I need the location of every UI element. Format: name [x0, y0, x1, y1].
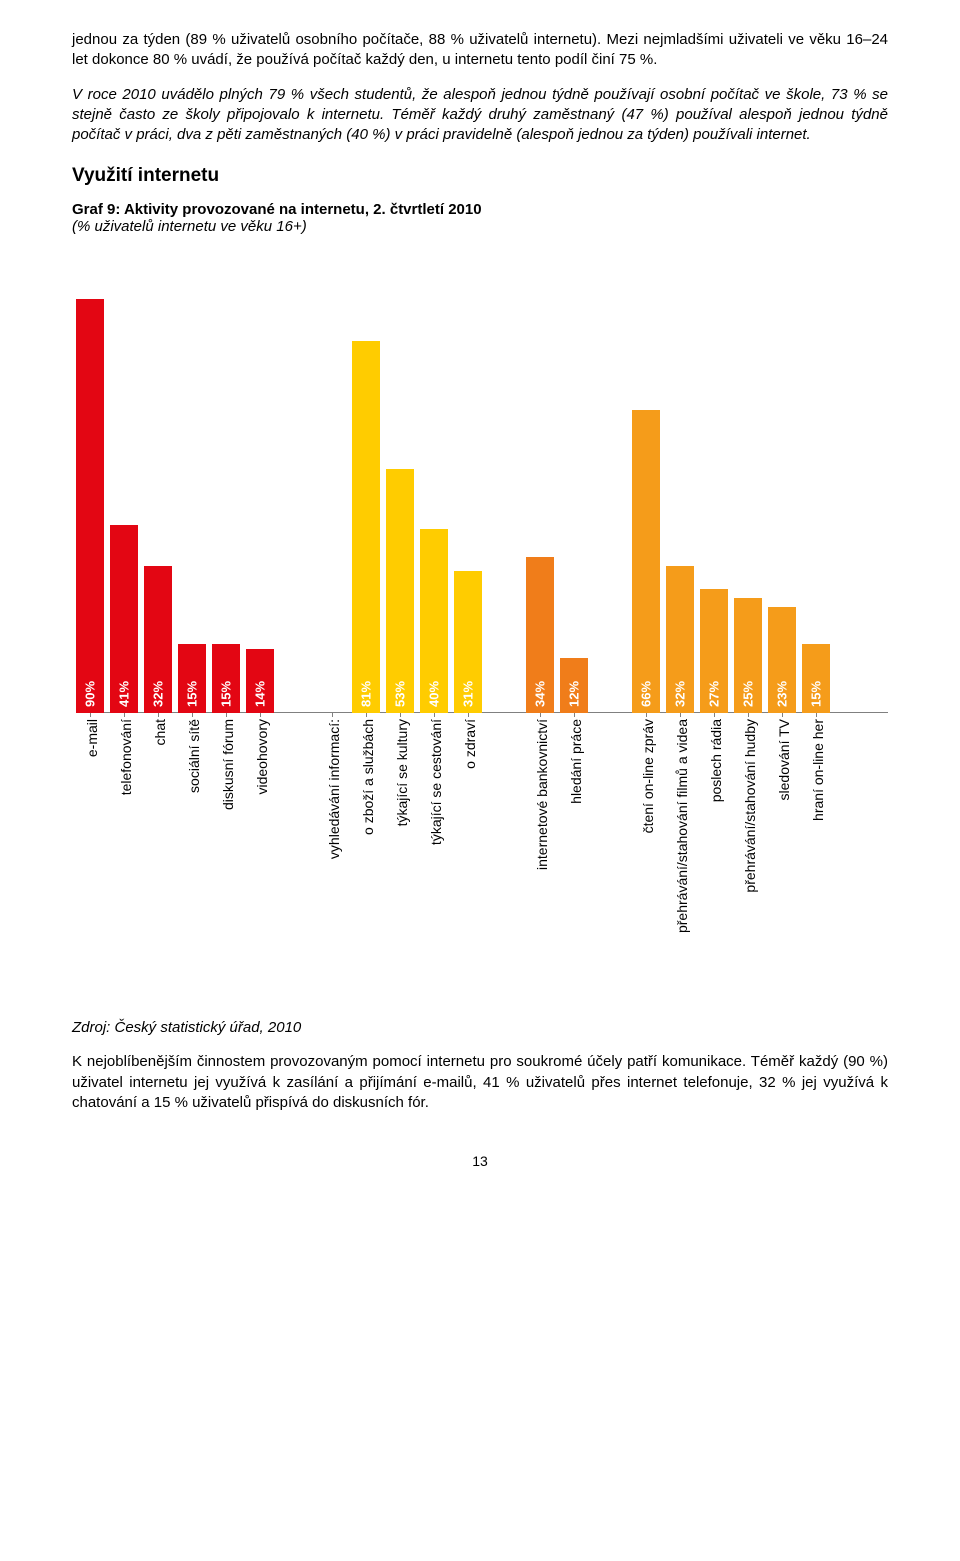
bar-group: 34% 12% — [526, 557, 588, 713]
bar-value-label: 15% — [185, 681, 200, 707]
paragraph-3: K nejoblíbenějším činnostem provozovaným… — [72, 1052, 888, 1113]
chart-title: Graf 9: Aktivity provozované na internet… — [72, 201, 888, 218]
bar: 90% — [76, 299, 104, 713]
bar-value-label: 81% — [359, 681, 374, 707]
bar: 66% — [632, 410, 660, 714]
bar-group: 81% 53% 40% 31% — [318, 341, 482, 714]
chart-plot-area: 90% 41% 32% 15% 15% 14% 81% 53% 40% 31% 34% 12% 66% 3… — [76, 253, 888, 713]
bar: 31% — [454, 571, 482, 714]
section-heading: Využití internetu — [72, 165, 888, 187]
bar-value-label: 66% — [639, 681, 654, 707]
bar: 27% — [700, 589, 728, 713]
bar-chart: 90% 41% 32% 15% 15% 14% 81% 53% 40% 31% 34% 12% 66% 3… — [72, 253, 888, 1013]
bar-group: 66% 32% 27% 25% 23% 15% — [632, 410, 830, 714]
bar-value-label: 90% — [83, 681, 98, 707]
bar-value-label: 40% — [427, 681, 442, 707]
chart-x-labels: e-mailtelefonováníchatsociální sítědisku… — [76, 713, 888, 1013]
bar-value-label: 12% — [567, 681, 582, 707]
bar-value-label: 27% — [707, 681, 722, 707]
bar: 15% — [178, 644, 206, 713]
bar-value-label: 41% — [117, 681, 132, 707]
bar: 32% — [144, 566, 172, 713]
bar-value-label: 15% — [809, 681, 824, 707]
bar-value-label: 34% — [533, 681, 548, 707]
bar: 15% — [802, 644, 830, 713]
bar-value-label: 14% — [253, 681, 268, 707]
bar: 23% — [768, 607, 796, 713]
bar-value-label: 23% — [775, 681, 790, 707]
bar-value-label: 53% — [393, 681, 408, 707]
chart-subtitle: (% uživatelů internetu ve věku 16+) — [72, 218, 888, 235]
bar: 41% — [110, 525, 138, 714]
bar-value-label: 32% — [673, 681, 688, 707]
bar-group: 90% 41% 32% 15% 15% 14% — [76, 299, 274, 713]
bar: 53% — [386, 469, 414, 713]
paragraph-1: jednou za týden (89 % uživatelů osobního… — [72, 30, 888, 71]
bar: 32% — [666, 566, 694, 713]
bar-value-label: 31% — [461, 681, 476, 707]
bar: 15% — [212, 644, 240, 713]
bar-value-label: 25% — [741, 681, 756, 707]
bar-value-label: 15% — [219, 681, 234, 707]
bar: 25% — [734, 598, 762, 713]
paragraph-2: V roce 2010 uvádělo plných 79 % všech st… — [72, 85, 888, 146]
bar: 81% — [352, 341, 380, 714]
bar: 34% — [526, 557, 554, 713]
chart-source: Zdroj: Český statistický úřad, 2010 — [72, 1019, 888, 1036]
bar: 12% — [560, 658, 588, 713]
page-number: 13 — [72, 1153, 888, 1169]
bar: 40% — [420, 529, 448, 713]
bar-value-label: 32% — [151, 681, 166, 707]
bar: 14% — [246, 649, 274, 713]
